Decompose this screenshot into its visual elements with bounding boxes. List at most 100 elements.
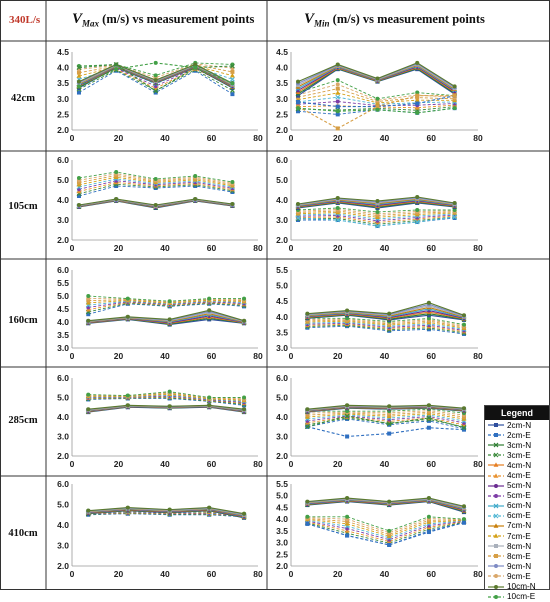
legend-swatch bbox=[488, 554, 504, 559]
data-point-10cm-N bbox=[230, 202, 235, 206]
legend-marker bbox=[494, 493, 498, 498]
data-point-10cm-E bbox=[461, 517, 466, 522]
y-tick-label: 4.0 bbox=[276, 63, 288, 73]
y-tick-label: 6.0 bbox=[57, 479, 69, 489]
series-line-4cm-E bbox=[298, 104, 455, 109]
data-point-8cm-E bbox=[335, 126, 340, 131]
data-point-10cm-E bbox=[114, 67, 119, 72]
x-tick-label: 20 bbox=[333, 459, 343, 469]
data-point-10cm-E bbox=[207, 296, 212, 301]
data-point-10cm-N bbox=[242, 407, 247, 412]
series-line-6cm-E bbox=[297, 216, 455, 227]
series-line-3cm-E bbox=[298, 216, 455, 225]
x-tick-label: 40 bbox=[380, 459, 390, 469]
legend-item-8cm-N: 8cm-N bbox=[485, 541, 549, 551]
data-point-2cm-E bbox=[76, 90, 81, 95]
series-line-9cm-E bbox=[297, 209, 455, 215]
y-tick-label: 2.5 bbox=[57, 109, 69, 119]
x-tick-label: 0 bbox=[289, 569, 294, 579]
data-point-2cm-E bbox=[114, 184, 119, 188]
data-point-10cm-E bbox=[242, 395, 247, 400]
data-point-2cm-E bbox=[426, 425, 431, 430]
data-point-2cm-E bbox=[230, 190, 235, 194]
y-tick-label: 4.0 bbox=[276, 412, 288, 422]
x-tick-label: 60 bbox=[427, 569, 437, 579]
legend-item-5cm-E: 5cm-E bbox=[485, 491, 549, 501]
y-tick-label: 5.0 bbox=[57, 291, 69, 301]
y-tick-label: 5.0 bbox=[57, 175, 69, 185]
series-line-8cm-E bbox=[307, 411, 465, 418]
legend-marker bbox=[493, 513, 499, 519]
legend-label: 2cm-N bbox=[507, 420, 532, 430]
data-point-10cm-N bbox=[207, 403, 212, 408]
legend-marker bbox=[493, 442, 499, 448]
legend-item-9cm-E: 9cm-E bbox=[485, 571, 549, 581]
data-point-10cm-E bbox=[153, 73, 158, 78]
legend-label: 4cm-E bbox=[507, 471, 531, 481]
data-point-6cm-E bbox=[335, 217, 341, 223]
y-tick-label: 2.5 bbox=[276, 549, 288, 559]
data-point-10cm-E bbox=[114, 170, 119, 174]
y-tick-label: 2.0 bbox=[57, 561, 69, 571]
series-line-7cm-E bbox=[297, 212, 455, 218]
y-tick-label: 3.0 bbox=[57, 343, 69, 353]
series-line-10cm-E bbox=[307, 516, 465, 532]
legend-title: Legend bbox=[485, 406, 549, 420]
legend-swatch bbox=[488, 513, 504, 519]
legend-marker bbox=[494, 483, 498, 488]
data-point-10cm-N bbox=[86, 508, 91, 513]
data-point-2cm-E bbox=[426, 418, 431, 423]
data-point-10cm-N bbox=[426, 300, 431, 305]
legend-marker bbox=[494, 584, 498, 589]
y-tick-label: 2.5 bbox=[276, 109, 288, 119]
data-point-10cm-N bbox=[167, 507, 172, 512]
y-tick-label: 2.0 bbox=[276, 451, 288, 461]
series-line-3cm-E bbox=[307, 415, 465, 429]
series-line-5cm-E bbox=[307, 322, 465, 331]
data-point-3cm-E bbox=[426, 415, 432, 421]
y-tick-label: 6.0 bbox=[57, 155, 69, 165]
data-point-10cm-E bbox=[452, 106, 457, 111]
data-point-8cm-E bbox=[375, 104, 380, 109]
row-label-285cm: 285cm bbox=[8, 415, 38, 426]
data-point-10cm-E bbox=[415, 90, 420, 95]
y-tick-label: 5.0 bbox=[276, 175, 288, 185]
series-line-2cm-E bbox=[307, 325, 465, 335]
data-point-10cm-E bbox=[335, 109, 340, 114]
y-tick-label: 5.0 bbox=[276, 491, 288, 501]
series-line-2cm-E bbox=[88, 303, 245, 315]
data-point-7cm-E bbox=[414, 97, 420, 102]
y-tick-label: 5.0 bbox=[276, 393, 288, 403]
data-point-10cm-E bbox=[193, 65, 198, 70]
legend-label: 6cm-E bbox=[507, 511, 531, 521]
x-tick-label: 80 bbox=[253, 569, 263, 579]
data-point-10cm-E bbox=[167, 299, 172, 304]
data-point-10cm-N bbox=[76, 203, 81, 207]
data-point-2cm-E bbox=[242, 304, 247, 309]
x-tick-label: 20 bbox=[114, 569, 124, 579]
series-line-4cm-E bbox=[88, 302, 245, 311]
legend-label: 5cm-E bbox=[507, 491, 531, 501]
y-tick-label: 4.5 bbox=[57, 47, 69, 57]
legend: Legend 2cm-N 2cm-E 3cm-N 3cm-E 4cm-N 4cm-E 5cm… bbox=[484, 405, 550, 601]
y-tick-label: 4.5 bbox=[276, 296, 288, 306]
data-point-10cm-E bbox=[305, 514, 310, 519]
legend-swatch bbox=[488, 483, 504, 488]
data-point-8cm-E bbox=[230, 69, 235, 74]
legend-swatch bbox=[488, 472, 504, 478]
legend-item-7cm-N: 7cm-N bbox=[485, 521, 549, 531]
data-point-10cm-N bbox=[345, 308, 350, 313]
column-title-vmax: VMax (m/s) vs measurement points bbox=[72, 11, 255, 29]
series-line-8cm-E bbox=[307, 319, 465, 328]
y-tick-label: 4.5 bbox=[276, 47, 288, 57]
x-tick-label: 80 bbox=[473, 569, 483, 579]
y-tick-label: 5.5 bbox=[57, 278, 69, 288]
legend-swatch bbox=[488, 452, 504, 458]
x-tick-label: 20 bbox=[114, 133, 124, 143]
y-tick-label: 3.0 bbox=[57, 432, 69, 442]
y-tick-label: 2.0 bbox=[276, 235, 288, 245]
data-point-6cm-E bbox=[230, 76, 235, 82]
data-point-2cm-E bbox=[387, 542, 392, 547]
chart-285cm-vmax: 2.0 3.0 4.0 5.0 6.0 0 20 40 60 80 bbox=[57, 373, 263, 469]
